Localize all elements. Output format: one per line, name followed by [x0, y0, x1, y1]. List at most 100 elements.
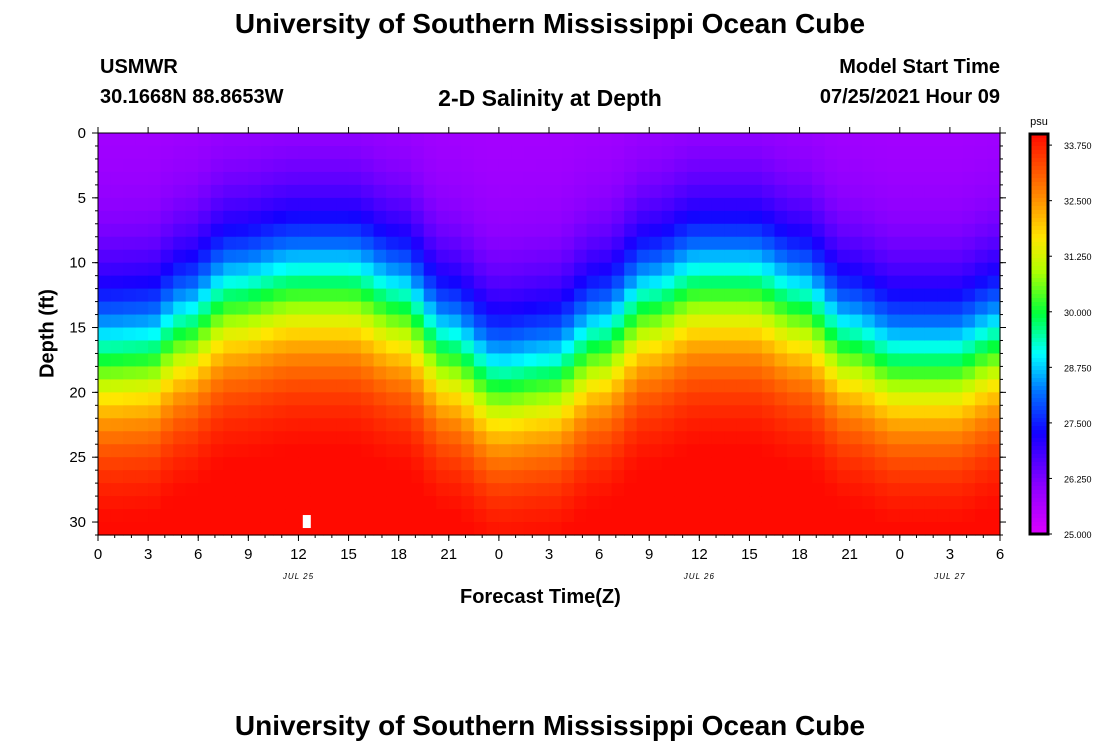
heatmap-cell: [511, 379, 525, 393]
heatmap-cell: [173, 145, 187, 160]
heatmap-cell: [273, 236, 287, 251]
heatmap-cell: [674, 301, 688, 316]
heatmap-cell: [586, 496, 600, 510]
heatmap-cell: [611, 249, 625, 264]
heatmap-cell: [273, 509, 287, 523]
heatmap-cell: [310, 197, 325, 212]
heatmap-cell: [210, 197, 224, 212]
heatmap-cell: [173, 314, 187, 329]
heatmap-cell: [774, 418, 788, 432]
heatmap-cell: [486, 457, 500, 471]
heatmap-cell: [987, 145, 1001, 160]
heatmap-cell: [336, 145, 350, 160]
heatmap-cell: [110, 184, 124, 199]
heatmap-cell: [924, 133, 938, 147]
heatmap-cell: [198, 340, 212, 355]
heatmap-cell: [198, 405, 212, 419]
heatmap-cell: [824, 444, 838, 458]
heatmap-cell: [586, 262, 600, 277]
heatmap-cell: [411, 353, 425, 368]
heatmap-cell: [862, 457, 876, 471]
heatmap-cell: [173, 483, 187, 497]
heatmap-cell: [561, 301, 575, 316]
heatmap-cell: [549, 133, 563, 147]
heatmap-cell: [561, 405, 575, 419]
heatmap-cell: [411, 444, 425, 458]
heatmap-cell: [699, 366, 713, 380]
colorbar-segment: [1030, 462, 1048, 467]
heatmap-cell: [423, 262, 437, 277]
heatmap-cell: [248, 418, 262, 432]
heatmap-cell: [549, 145, 563, 160]
heatmap-cell: [486, 405, 500, 419]
heatmap-cell: [586, 444, 600, 458]
heatmap-cell: [373, 301, 387, 316]
heatmap-cell: [348, 288, 362, 303]
heatmap-cell: [686, 470, 700, 484]
heatmap-cell: [661, 236, 675, 251]
heatmap-cell: [574, 496, 588, 510]
heatmap-cell: [837, 262, 851, 277]
heatmap-cell: [298, 236, 312, 251]
heatmap-cell: [862, 522, 876, 536]
heatmap-cell: [812, 133, 826, 147]
heatmap-cell: [160, 379, 174, 393]
heatmap-cell: [361, 184, 375, 199]
heatmap-cell: [461, 405, 475, 419]
heatmap-cell: [411, 262, 425, 277]
heatmap-cell: [398, 223, 412, 238]
heatmap-cell: [586, 405, 600, 419]
colorbar-segment: [1030, 158, 1048, 163]
heatmap-cell: [398, 483, 412, 497]
heatmap-cell: [849, 171, 863, 186]
heatmap-cell: [937, 249, 951, 264]
heatmap-cell: [624, 496, 638, 510]
heatmap-cell: [599, 379, 613, 393]
heatmap-cell: [736, 522, 751, 536]
heatmap-cell: [699, 340, 713, 355]
heatmap-cell: [636, 210, 650, 225]
heatmap-cell: [874, 327, 888, 342]
heatmap-cell: [361, 392, 375, 406]
heatmap-cell: [699, 431, 713, 445]
heatmap-cell: [498, 314, 513, 329]
heatmap-cell: [123, 405, 137, 419]
heatmap-cell: [837, 509, 851, 523]
heatmap-cell: [336, 340, 350, 355]
heatmap-cell: [624, 340, 638, 355]
heatmap-cell: [661, 288, 675, 303]
heatmap-cell: [649, 223, 663, 238]
colorbar-segment: [1030, 354, 1048, 359]
heatmap-cell: [736, 353, 751, 368]
heatmap-cell: [724, 145, 738, 160]
x-tick-label: 6: [194, 546, 202, 563]
heatmap-cell: [198, 314, 212, 329]
heatmap-cell: [962, 133, 976, 147]
colorbar-segment: [1030, 422, 1048, 427]
heatmap-cell: [586, 353, 600, 368]
heatmap-cell: [661, 470, 675, 484]
heatmap-cell: [624, 392, 638, 406]
heatmap-cell: [761, 158, 776, 173]
heatmap-cell: [949, 392, 964, 406]
heatmap-cell: [674, 275, 688, 290]
heatmap-cell: [949, 133, 964, 147]
heatmap-cell: [874, 353, 888, 368]
heatmap-cell: [273, 327, 287, 342]
heatmap-cell: [987, 470, 1001, 484]
heatmap-cell: [323, 262, 337, 277]
heatmap-cell: [373, 133, 387, 147]
heatmap-cell: [386, 197, 400, 212]
heatmap-cell: [649, 133, 663, 147]
heatmap-cell: [912, 223, 926, 238]
colorbar-segment: [1030, 430, 1048, 435]
heatmap-cell: [574, 431, 588, 445]
heatmap-cell: [123, 145, 137, 160]
heatmap-cell: [386, 158, 400, 173]
colorbar-segment: [1030, 246, 1048, 251]
heatmap-cell: [661, 197, 675, 212]
heatmap-cell: [298, 262, 312, 277]
heatmap-cell: [173, 496, 187, 510]
heatmap-cell: [849, 470, 863, 484]
colorbar-segment: [1030, 302, 1048, 307]
